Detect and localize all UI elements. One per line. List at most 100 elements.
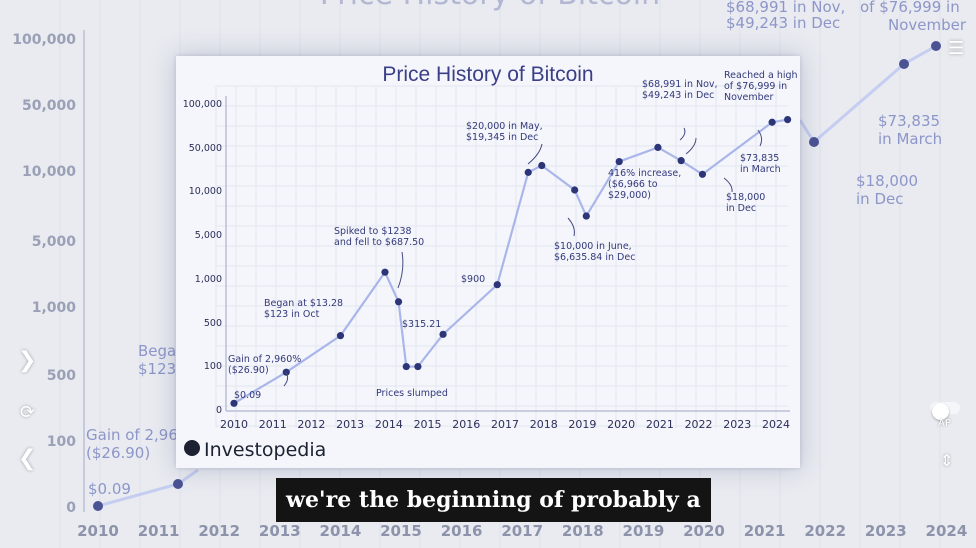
price-point [524,168,532,176]
bg-point [899,59,909,69]
annotation-text: $49,243 in Dec [642,90,714,101]
price-point [654,143,662,152]
y-tick-label: 1,000 [195,274,222,285]
y-tick-label: 100,000 [183,99,222,110]
annotation-text: $0.09 [234,390,261,401]
annotation-arrow [679,127,686,141]
bg-y-tick-label: 50,000 [22,98,76,114]
chart-annotation: Prices slumped [376,388,448,399]
bg-y-tick-label: 1,000 [32,300,77,316]
bg-title: Price History of Bitcoin [320,0,660,12]
bg-point [809,137,819,147]
annotation-text: $68,991 in Nov, [642,79,718,90]
x-tick-label: 2019 [568,418,596,431]
autoplay-toggle[interactable]: AP [928,398,962,432]
annotation-text: and fell to $687.50 [334,237,424,248]
brand-name: Investopedia [204,439,326,461]
chevron-left-icon[interactable]: ❮ [18,446,37,471]
replay-icon[interactable]: ⟳ [20,402,36,423]
bg-annotation: Bega [138,342,176,360]
bg-x-tick-label: 2018 [562,522,604,540]
annotation-arrow [757,129,763,147]
y-tick-label: 500 [204,318,222,329]
price-point [336,332,345,340]
bg-y-tick-label: 5,000 [32,234,77,250]
x-tick-label: 2024 [762,418,790,431]
bg-series-line [798,44,937,145]
bg-y-tick-label: 500 [47,368,76,384]
bg-point [931,41,941,51]
price-point [402,362,410,371]
chart-annotation: 416% increase,($6,966 to$29,000) [608,168,681,201]
bg-annotation: $18,000 [856,172,918,190]
chart-annotation: Gain of 2,960%($26.90) [228,354,301,376]
autoplay-track[interactable] [930,402,960,420]
bg-x-tick-label: 2022 [804,522,846,540]
annotation-arrow [723,177,733,193]
x-tick-label: 2021 [646,418,674,431]
bg-annotation: $68,991 in Nov, [726,0,845,16]
price-point [414,362,422,371]
x-tick-label: 2018 [530,418,558,431]
annotation-arrow [567,217,575,237]
x-tick-label: 2014 [375,418,403,431]
price-point [784,115,792,124]
x-tick-label: 2010 [220,418,248,431]
price-point [768,118,776,126]
x-tick-label: 2012 [297,418,325,431]
bg-x-tick-label: 2023 [865,522,907,540]
chevron-right-icon[interactable]: ❯ [18,348,37,373]
chart-title: Price History of Bitcoin [382,63,593,86]
price-series-line [233,118,788,405]
up-down-icon[interactable]: ⇕ [940,451,954,470]
annotation-text: $73,835 [740,153,779,164]
bg-y-tick-label: 100,000 [12,32,76,48]
autoplay-knob[interactable] [932,403,949,420]
annotation-text: 416% increase, [608,168,681,179]
bg-annotation: $123 [138,360,176,378]
menu-icon[interactable]: ☰ [948,38,965,59]
price-point [394,298,403,306]
annotation-text: in Dec [726,203,756,214]
annotation-text: Prices slumped [376,388,448,399]
bg-annotation: in March [878,130,942,148]
price-point [493,281,501,289]
bg-x-tick-label: 2013 [259,522,301,540]
bg-x-tick-label: 2014 [320,522,362,540]
x-tick-label: 2022 [685,418,713,431]
bg-x-tick-label: 2011 [138,522,180,540]
bg-x-tick-label: 2012 [198,522,240,540]
chart-annotation: $0.09 [234,390,261,401]
investopedia-logo-mark [184,440,200,456]
price-point [677,157,685,165]
annotation-text: $6,635.84 in Dec [554,252,635,263]
y-tick-label: 100 [204,361,222,372]
bg-x-tick-label: 2024 [926,522,968,540]
bg-x-tick-label: 2015 [380,522,422,540]
bg-annotation: $73,835 [878,112,940,130]
price-point [230,399,238,407]
annotation-text: ($6,966 to [608,179,658,190]
annotation-arrow [685,137,697,155]
bg-x-tick-label: 2019 [623,522,665,540]
chart-annotation: $20,000 in May,$19,345 in Dec [466,121,543,143]
annotation-text: $20,000 in May, [466,121,543,132]
price-point [582,212,590,220]
annotation-text: November [724,92,774,103]
bg-point [93,501,103,511]
annotation-text: of $76,999 in [724,81,787,92]
annotation-arrow [527,143,543,165]
chart-annotation: Began at $13.28$123 in Oct [264,298,343,320]
annotation-arrow [397,251,404,289]
y-tick-label: 5,000 [195,230,222,241]
annotation-text: $123 in Oct [264,309,320,320]
bg-x-tick-label: 2010 [77,522,119,540]
annotation-text: Spiked to $1238 [334,226,412,237]
price-point [698,170,707,178]
x-tick-label: 2020 [607,418,635,431]
bg-point [173,479,183,489]
x-tick-label: 2023 [723,418,751,431]
